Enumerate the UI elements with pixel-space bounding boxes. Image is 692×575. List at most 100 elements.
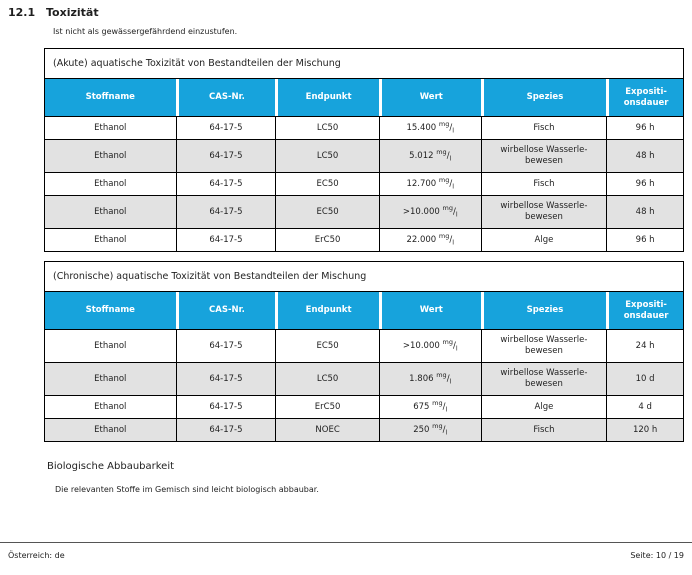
cell-text: Ethanol — [94, 340, 127, 351]
cell-cas: 64-17-5 — [175, 362, 276, 395]
column-header: CAS-Nr. — [175, 292, 276, 329]
cell-text: Fisch — [533, 424, 555, 435]
unit-numerator: mg — [442, 337, 453, 346]
biodegradability-text: Die relevanten Stoffe im Gemisch sind le… — [55, 485, 319, 494]
cell-stoffname: Ethanol — [45, 329, 176, 362]
cell-text: wirbellose Wasserle- bewesen — [500, 145, 588, 166]
cell-cas: 64-17-5 — [175, 395, 276, 418]
unit-denominator: l — [452, 126, 455, 135]
acute-toxicity-table: (Akute) aquatische Toxizität von Bestand… — [44, 48, 684, 252]
cell-text: NOEC — [315, 424, 340, 435]
section-number: 12.1 — [8, 6, 36, 19]
cell-endpunkt: EC50 — [275, 172, 379, 195]
cell-text: 96 h — [635, 178, 655, 189]
column-header: Spezies — [480, 79, 607, 116]
cell-text: Ethanol — [94, 401, 127, 412]
cell-wert: 1.806 mg/l — [378, 362, 481, 395]
cell-text: Alge — [534, 234, 554, 245]
cell-cas: 64-17-5 — [175, 329, 276, 362]
cell-text: Ethanol — [94, 373, 127, 384]
cell-text: 15.400 mg/l — [406, 119, 455, 135]
cell-text: Ethanol — [94, 424, 127, 435]
cell-text: EC50 — [316, 340, 339, 351]
cell-text: 250 mg/l — [413, 421, 448, 437]
cell-spezies: wirbellose Wasserle- bewesen — [480, 139, 607, 172]
cell-dauer: 48 h — [606, 139, 683, 172]
column-header: CAS-Nr. — [175, 79, 276, 116]
cell-text: LC50 — [316, 373, 339, 384]
unit-denominator: l — [449, 377, 452, 386]
toxicity-grid: Stoffname CAS-Nr. Endpunkt Wert Spezies Expos… — [44, 79, 684, 252]
cell-spezies: Alge — [480, 395, 607, 418]
cell-cas: 64-17-5 — [175, 139, 276, 172]
footer-locale: Österreich: de — [8, 551, 65, 560]
cell-text: wirbellose Wasserle- bewesen — [500, 201, 588, 222]
cell-text: 120 h — [632, 424, 658, 435]
table-title: (Chronische) aquatische Toxizität von Be… — [44, 261, 684, 292]
footer-divider — [0, 542, 692, 543]
cell-wert: 250 mg/l — [378, 418, 481, 441]
cell-endpunkt: NOEC — [275, 418, 379, 441]
cell-wert: 12.700 mg/l — [378, 172, 481, 195]
classification-note: Ist nicht als gewässergefährdend einzust… — [53, 27, 238, 36]
chronic-toxicity-table: (Chronische) aquatische Toxizität von Be… — [44, 261, 684, 442]
cell-text: Ethanol — [94, 150, 127, 161]
cell-text: 1.806 mg/l — [409, 370, 452, 386]
cell-cas: 64-17-5 — [175, 195, 276, 228]
unit-numerator: mg — [432, 421, 443, 430]
cell-text: 96 h — [635, 122, 655, 133]
cell-wert: 22.000 mg/l — [378, 228, 481, 251]
cell-text: 64-17-5 — [209, 401, 243, 412]
cell-cas: 64-17-5 — [175, 418, 276, 441]
cell-stoffname: Ethanol — [45, 228, 176, 251]
cell-stoffname: Ethanol — [45, 116, 176, 139]
cell-stoffname: Ethanol — [45, 195, 176, 228]
unit-numerator: mg — [436, 370, 447, 379]
cell-endpunkt: LC50 — [275, 139, 379, 172]
cell-text: EC50 — [316, 206, 339, 217]
cell-text: 64-17-5 — [209, 424, 243, 435]
cell-text: EC50 — [316, 178, 339, 189]
cell-text: 96 h — [635, 234, 655, 245]
cell-text: wirbellose Wasserle- bewesen — [500, 368, 588, 389]
cell-text: 675 mg/l — [413, 398, 448, 414]
cell-endpunkt: EC50 — [275, 329, 379, 362]
unit-denominator: l — [452, 182, 455, 191]
cell-wert: 15.400 mg/l — [378, 116, 481, 139]
cell-text: 64-17-5 — [209, 150, 243, 161]
column-header: Endpunkt — [275, 292, 379, 329]
footer-page-number: Seite: 10 / 19 — [630, 551, 684, 560]
column-header: Wert — [378, 292, 481, 329]
cell-text: ErC50 — [314, 234, 341, 245]
cell-spezies: Fisch — [480, 116, 607, 139]
cell-wert: 5.012 mg/l — [378, 139, 481, 172]
cell-spezies: wirbellose Wasserle- bewesen — [480, 362, 607, 395]
cell-text: 5.012 mg/l — [409, 147, 452, 163]
cell-endpunkt: EC50 — [275, 195, 379, 228]
cell-text: 64-17-5 — [209, 234, 243, 245]
cell-text: 64-17-5 — [209, 373, 243, 384]
column-header: Expositi- onsdauer — [606, 79, 683, 116]
cell-text: >10.000 mg/l — [402, 337, 458, 353]
cell-dauer: 48 h — [606, 195, 683, 228]
cell-endpunkt: LC50 — [275, 116, 379, 139]
cell-dauer: 10 d — [606, 362, 683, 395]
toxicity-grid: Stoffname CAS-Nr. Endpunkt Wert Spezies Expos… — [44, 292, 684, 442]
cell-text: 64-17-5 — [209, 340, 243, 351]
unit-denominator: l — [455, 344, 458, 353]
unit-denominator: l — [455, 210, 458, 219]
cell-stoffname: Ethanol — [45, 395, 176, 418]
cell-text: Fisch — [533, 122, 555, 133]
cell-dauer: 24 h — [606, 329, 683, 362]
cell-stoffname: Ethanol — [45, 418, 176, 441]
cell-cas: 64-17-5 — [175, 228, 276, 251]
column-header: Endpunkt — [275, 79, 379, 116]
section-heading: 12.1 Toxizität — [8, 6, 99, 19]
cell-text: 22.000 mg/l — [406, 231, 455, 247]
biodegradability-heading: Biologische Abbaubarkeit — [47, 461, 175, 472]
cell-endpunkt: ErC50 — [275, 228, 379, 251]
cell-text: LC50 — [316, 150, 339, 161]
cell-text: 48 h — [635, 206, 655, 217]
cell-spezies: wirbellose Wasserle- bewesen — [480, 195, 607, 228]
unit-denominator: l — [449, 154, 452, 163]
